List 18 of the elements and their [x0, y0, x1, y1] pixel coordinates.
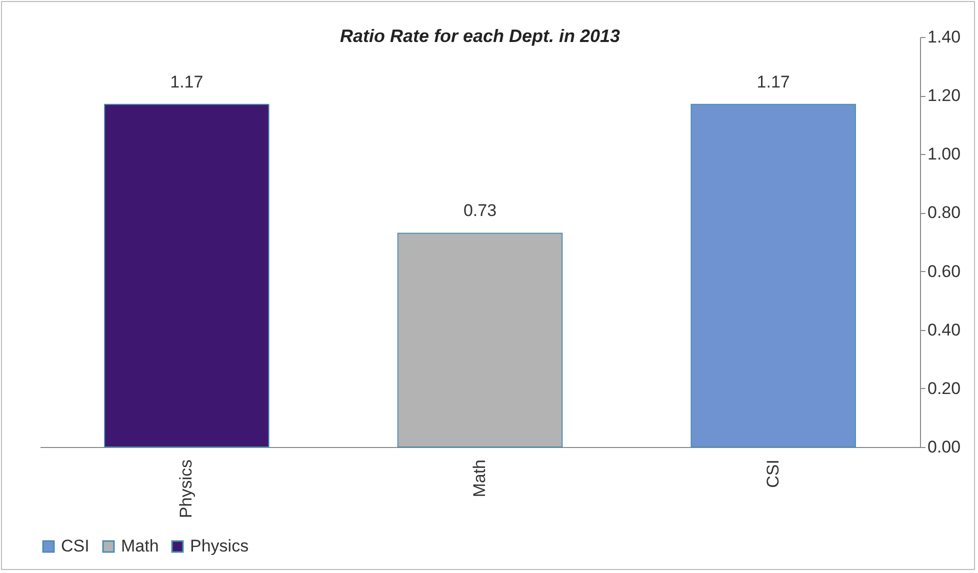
- x-tick-label: Physics: [176, 460, 196, 518]
- y-tick-label: 0.40: [928, 320, 961, 340]
- y-tick-label: 0.80: [928, 203, 961, 222]
- y-tick-label: 0.20: [928, 378, 961, 398]
- chart-title: Ratio Rate for each Dept. in 2013: [340, 26, 620, 46]
- data-label: 1.17: [756, 72, 790, 92]
- y-tick-label: 1.40: [928, 28, 961, 46]
- y-tick-label: 1.20: [928, 86, 961, 106]
- y-tick-label: 0.00: [928, 438, 961, 456]
- x-tick-label: CSI: [763, 460, 782, 488]
- legend-label: Physics: [190, 536, 249, 556]
- data-label: 1.17: [170, 72, 204, 92]
- y-tick-label: 0.60: [928, 262, 961, 281]
- legend-label: CSI: [61, 536, 90, 556]
- x-tick-label: Math: [470, 460, 489, 498]
- data-label: 0.73: [463, 201, 497, 220]
- y-tick-label: 1.00: [928, 144, 961, 164]
- legend-label: Math: [121, 536, 159, 556]
